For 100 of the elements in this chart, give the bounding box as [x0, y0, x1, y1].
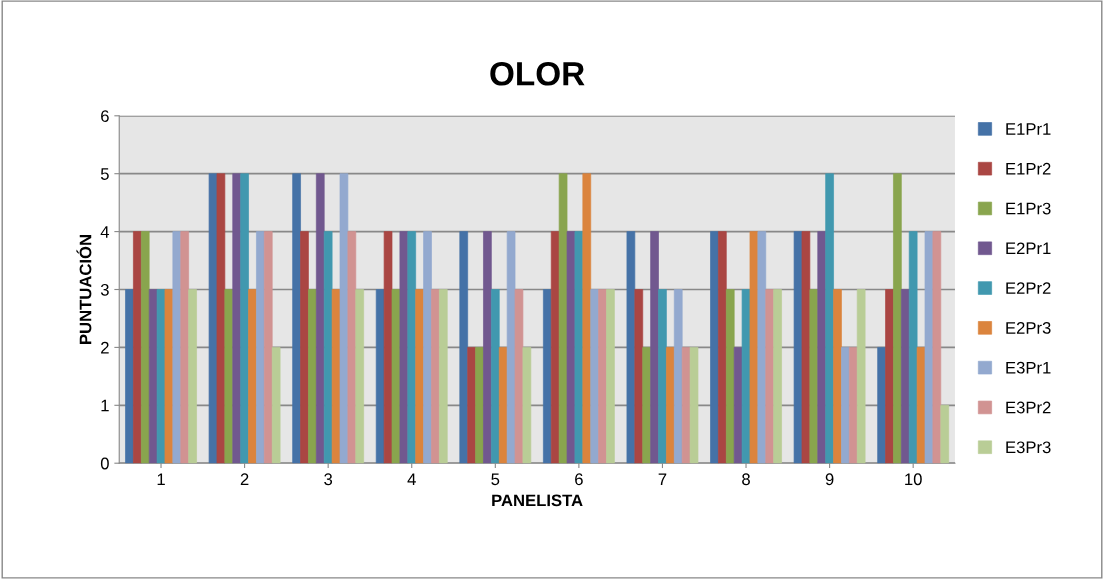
bar: [673, 289, 683, 464]
bar: [725, 289, 735, 464]
bar: [216, 173, 226, 464]
bar: [893, 173, 902, 464]
y-axis-title: PUNTUACIÓN: [76, 235, 92, 344]
bar: [308, 289, 317, 464]
bar: [156, 289, 166, 464]
bar: [666, 347, 675, 464]
legend-label: E1Pr3: [1006, 202, 1051, 215]
x-tick-label: 7: [658, 473, 667, 485]
bar: [415, 289, 424, 464]
legend-label: E2Pr1: [1006, 242, 1051, 255]
bar: [558, 173, 568, 464]
bar: [817, 231, 826, 464]
bar: [339, 173, 349, 464]
legend-label: E1Pr1: [1006, 123, 1051, 135]
x-tick-label: 2: [240, 473, 249, 485]
legend-label: E3Pr2: [1006, 401, 1051, 414]
y-tick-label: 5: [100, 168, 109, 180]
bar: [315, 173, 325, 464]
bar: [331, 289, 341, 464]
x-tick-label: 8: [742, 473, 750, 486]
bar: [833, 289, 842, 464]
bar: [188, 289, 197, 464]
bar: [825, 173, 834, 464]
bar: [240, 173, 249, 464]
y-tick-label: 0: [100, 457, 109, 470]
bar: [224, 289, 234, 464]
y-tick-label: 3: [100, 283, 109, 296]
bar: [164, 289, 174, 464]
bar: [483, 231, 492, 464]
bar: [650, 231, 659, 464]
bar: [634, 289, 644, 464]
bar: [491, 289, 500, 464]
y-tick-label: 2: [101, 341, 109, 354]
bar: [658, 289, 667, 464]
bar: [263, 231, 273, 464]
x-tick-label: 10: [905, 473, 922, 486]
bar: [749, 231, 759, 464]
legend-label: E2Pr2: [1006, 282, 1051, 294]
x-axis-title: PANELISTA: [492, 494, 583, 507]
bar: [765, 289, 774, 464]
bar: [908, 231, 918, 464]
bar: [248, 289, 257, 464]
bar: [383, 231, 393, 464]
chart-title: OLOR: [490, 61, 585, 86]
bar: [598, 289, 607, 464]
bar: [718, 231, 727, 464]
bar: [885, 289, 894, 464]
bar: [841, 347, 850, 464]
x-tick-label: 3: [324, 473, 333, 486]
bar: [514, 289, 524, 464]
bar: [271, 347, 281, 464]
bar: [689, 347, 699, 464]
x-tick-label: 6: [575, 473, 583, 486]
bar: [606, 289, 615, 464]
legend-label: E1Pr2: [1006, 162, 1051, 175]
bar: [582, 173, 592, 464]
bar: [793, 231, 803, 464]
bar: [439, 289, 448, 464]
bar: [924, 231, 934, 464]
y-tick-label: 1: [101, 399, 109, 412]
bar: [208, 173, 218, 464]
bar: [916, 347, 926, 464]
bar: [626, 231, 636, 464]
bar: [710, 231, 719, 464]
bar: [590, 289, 599, 464]
bar: [140, 231, 150, 464]
bar: [642, 347, 651, 464]
bar: [399, 231, 409, 464]
bar: [574, 231, 584, 464]
bar: [172, 231, 182, 464]
bar: [877, 347, 886, 464]
bar: [932, 231, 942, 464]
bar: [133, 231, 142, 464]
bar: [475, 347, 484, 464]
bar: [125, 289, 134, 464]
bar: [459, 231, 469, 464]
bar: [848, 347, 858, 464]
bar: [292, 173, 301, 464]
bar: [180, 231, 189, 464]
bar: [566, 231, 576, 464]
bar: [232, 173, 241, 464]
bar: [809, 289, 819, 464]
bar: [773, 289, 782, 464]
bar: [355, 289, 365, 464]
bar: [900, 289, 910, 464]
x-tick-label: 4: [407, 473, 416, 485]
x-tick-label: 1: [157, 473, 165, 485]
bar: [757, 231, 767, 464]
bar: [391, 289, 401, 464]
bar: [522, 347, 532, 464]
y-tick-label: 6: [101, 110, 109, 122]
x-tick-label: 5: [491, 473, 500, 486]
bar: [431, 289, 440, 464]
bar: [801, 231, 811, 464]
bar: [741, 289, 751, 464]
bar: [940, 404, 950, 464]
bar: [300, 231, 309, 464]
bar: [543, 289, 552, 464]
